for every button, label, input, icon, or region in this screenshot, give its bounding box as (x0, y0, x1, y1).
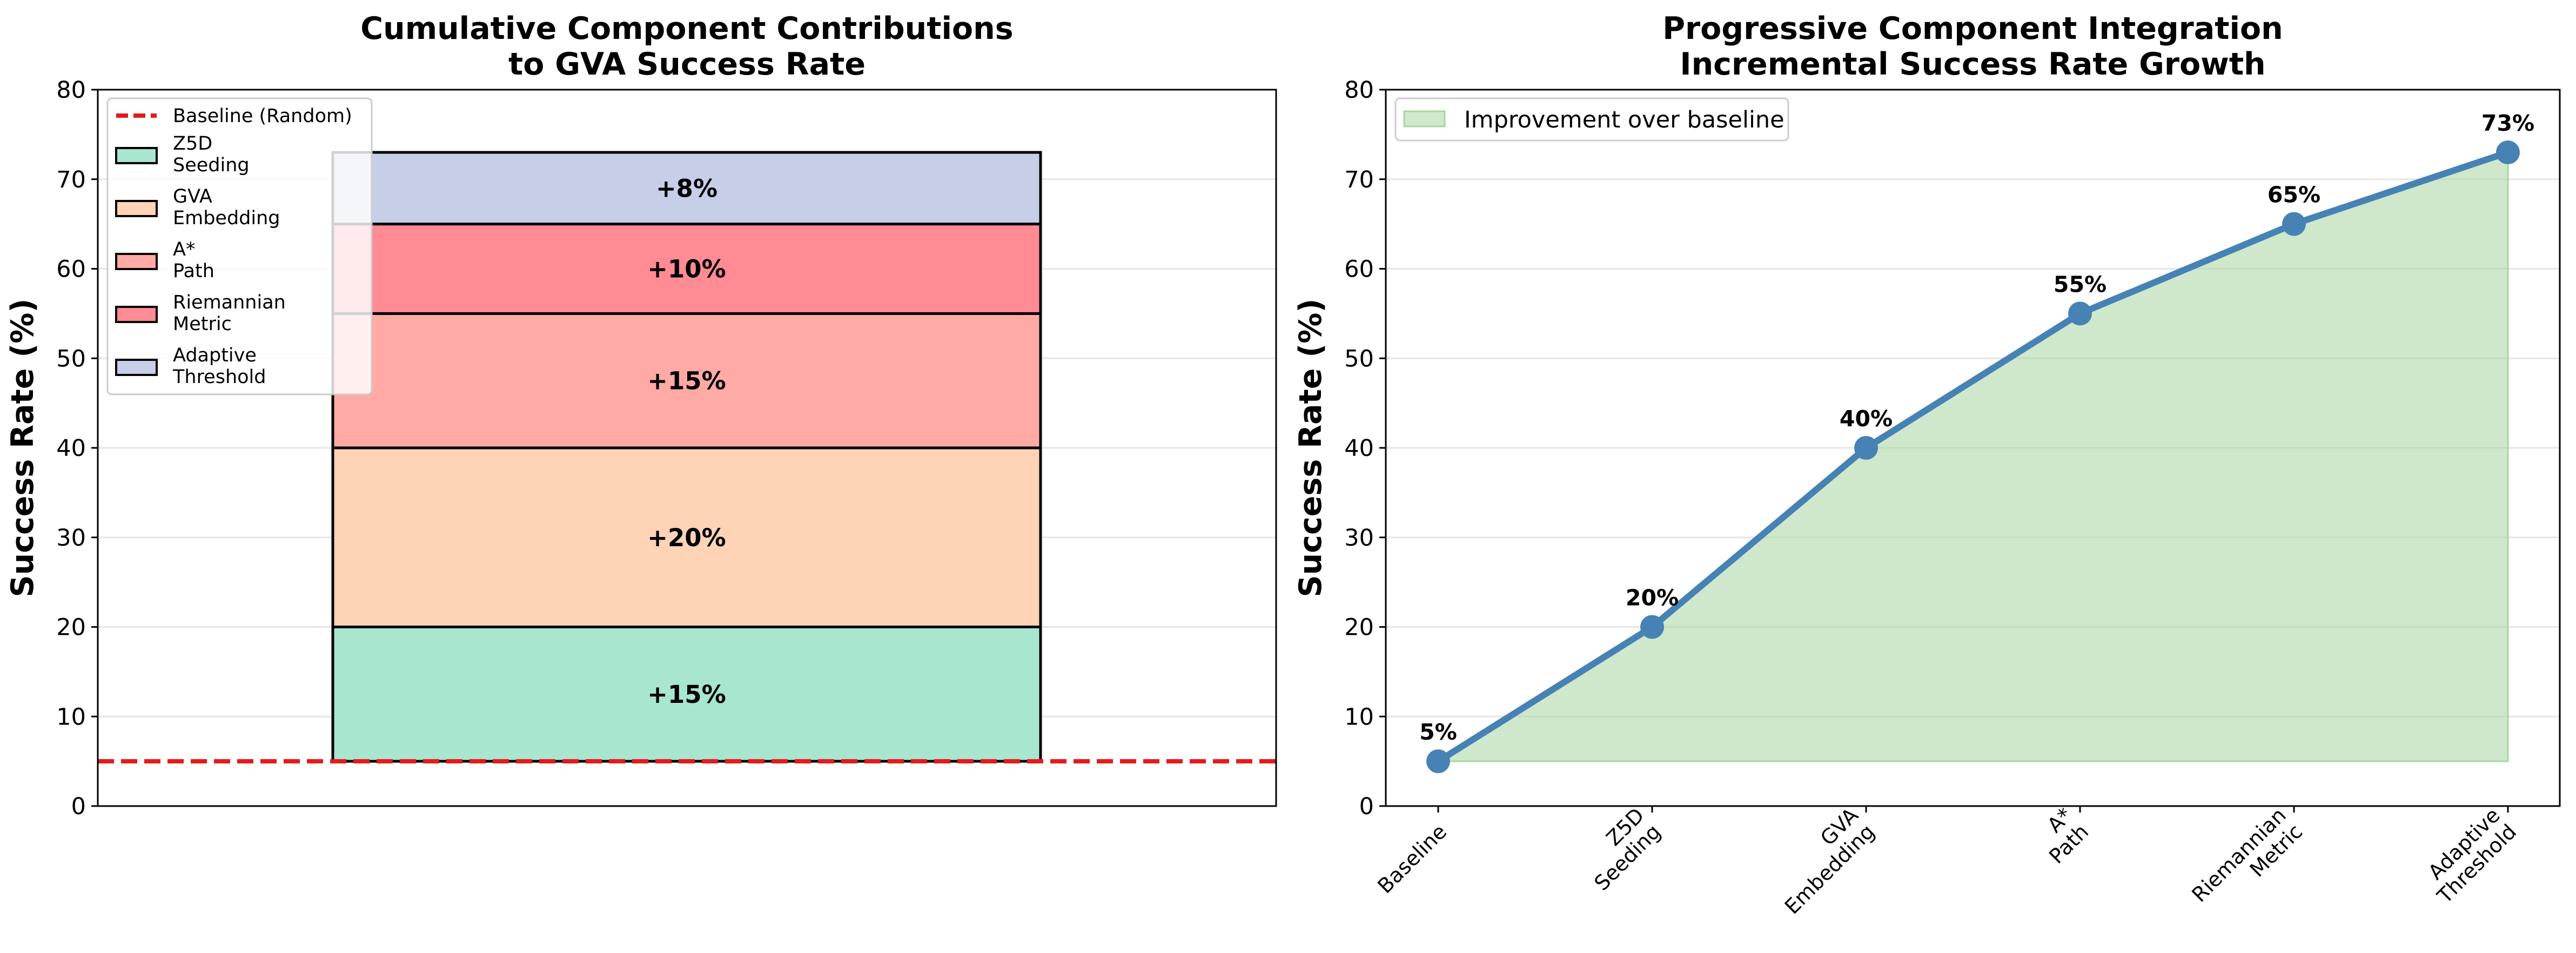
right-legend-box (1394, 97, 1789, 142)
data-point-label-4: 55% (2054, 271, 2107, 297)
xtick-label-1: Baseline (1373, 820, 1451, 898)
right-ytick-label: 70 (1344, 166, 1374, 193)
data-point-label-5: 65% (2268, 182, 2320, 208)
left-ytick-label: 0 (71, 793, 86, 820)
right-ylabel: Success Rate (%) (1293, 299, 1329, 598)
right-ytick-label: 30 (1344, 525, 1374, 552)
data-point-label-2: 20% (1626, 585, 1679, 611)
xtick-label-group-1: Baseline (1373, 820, 1451, 898)
left-ytick-label: 80 (56, 77, 86, 104)
legend-swatch-2 (115, 200, 158, 217)
left-ytick-label: 10 (56, 703, 86, 730)
right-frame (1385, 89, 2561, 807)
legend-label-4: Riemannian Metric (173, 292, 286, 335)
bar-segment-label-1: +15% (647, 680, 726, 709)
improvement-area (1435, 151, 2509, 762)
legend-label-1: Z5D Seeding (173, 133, 250, 176)
legend-label-3: A* Path (173, 239, 214, 282)
left-ytick-label: 70 (56, 166, 86, 193)
legend-label-baseline: Baseline (Random) (173, 105, 352, 127)
legend-swatch-5 (115, 359, 158, 376)
bar-segment-label-5: +8% (656, 174, 717, 203)
legend-swatch-improvement (1403, 110, 1446, 127)
data-point-1 (1426, 749, 1450, 774)
bar-segment-label-2: +20% (647, 524, 726, 552)
bar-segment-5 (331, 151, 1042, 226)
legend-swatch-3 (115, 253, 158, 270)
legend-swatch-4 (115, 306, 158, 323)
data-point-label-1: 5% (1419, 719, 1457, 745)
left-ytick-label: 30 (56, 525, 86, 552)
left-ytick-label: 40 (56, 435, 86, 462)
success-line (1436, 149, 2509, 764)
right-title: Progressive Component Integration Increme… (1662, 11, 2283, 82)
right-ytick-label: 60 (1344, 256, 1374, 283)
right-ytick-label: 50 (1344, 345, 1374, 372)
right-ytick-label: 0 (1359, 793, 1374, 820)
left-legend-box (106, 97, 373, 395)
data-point-3 (1854, 436, 1878, 460)
data-point-4 (2068, 301, 2092, 326)
data-point-label-6: 73% (2481, 110, 2534, 136)
data-point-label-3: 40% (1840, 406, 1893, 432)
bar-segment-4 (331, 223, 1042, 315)
legend-label-improvement: Improvement over baseline (1464, 106, 1785, 133)
right-ytick-label: 40 (1344, 435, 1374, 462)
right-legend: Improvement over baseline (1394, 97, 1789, 142)
left-ytick-label: 50 (56, 345, 86, 372)
data-point-5 (2282, 212, 2306, 236)
xtick-label-group-4: A*Path (2043, 803, 2093, 869)
left-frame (97, 89, 1277, 807)
legend-swatch-1 (115, 147, 158, 164)
legend-label-2: GVA Embedding (173, 186, 280, 229)
right-ytick-label: 80 (1344, 77, 1374, 104)
left-legend: Baseline (Random) Z5D Seeding GVA Embedding A… (106, 97, 373, 395)
right-ytick-label: 20 (1344, 614, 1374, 641)
bar-segment-label-3: +15% (647, 367, 726, 395)
data-point-2 (1640, 615, 1664, 639)
data-point-6 (2496, 140, 2520, 165)
bar-segment-3 (331, 312, 1042, 449)
left-ylabel: Success Rate (%) (5, 299, 41, 598)
bar-segment-label-4: +10% (647, 255, 726, 284)
bar-segment-2 (331, 446, 1042, 628)
right-ytick-label: 10 (1344, 703, 1374, 730)
left-ytick-label: 60 (56, 256, 86, 283)
left-title: Cumulative Component Contributions to GVA… (360, 11, 1013, 82)
legend-label-5: Adaptive Threshold (172, 345, 266, 388)
left-ytick-label: 20 (56, 614, 86, 641)
